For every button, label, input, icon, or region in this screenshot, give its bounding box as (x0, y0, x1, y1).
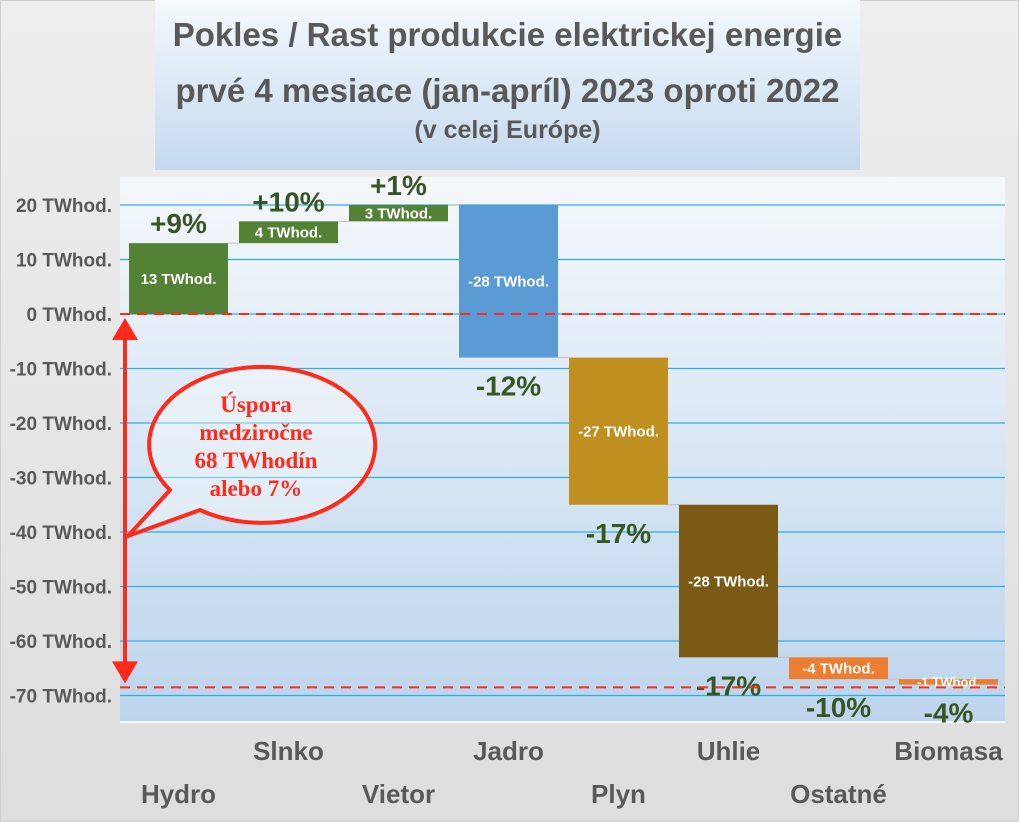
y-tick-label: 10 TWhod. (16, 251, 112, 272)
y-tick-label: -40 TWhod. (10, 523, 112, 544)
arrow-up-icon (112, 318, 138, 340)
percent-label: -17% (696, 670, 761, 701)
bar-vietor (349, 205, 448, 222)
bar-slnko (239, 221, 338, 244)
category-label: Jadro (473, 736, 544, 766)
bar-value-label: 3 TWhod. (365, 205, 433, 222)
percent-label: +10% (252, 186, 324, 217)
y-tick-label: -20 TWhod. (10, 414, 112, 435)
annotation-text: alebo 7% (210, 476, 303, 501)
category-label: Hydro (141, 779, 216, 809)
bar-uhlie (679, 504, 778, 658)
chart-subtitle: (v celej Európe) (414, 116, 601, 144)
bar-value-label: -27 TWhod. (578, 423, 659, 440)
y-tick-label: 0 TWhod. (27, 305, 112, 326)
category-label: Ostatné (790, 779, 887, 809)
chart-title-box: Pokles / Rast produkcie elektrickej ener… (155, 0, 860, 170)
percent-label: -12% (476, 371, 541, 402)
bar-value-label: 4 TWhod. (255, 225, 323, 242)
y-tick-label: 20 TWhod. (16, 196, 112, 217)
y-tick-label: -30 TWhod. (10, 469, 112, 490)
category-label: Biomasa (894, 736, 1003, 766)
bar-ostatné (789, 657, 888, 680)
bar-plyn (569, 357, 668, 505)
category-label: Uhlie (697, 736, 761, 766)
percent-label: -17% (586, 518, 651, 549)
bar-value-label: -28 TWhod. (688, 573, 769, 590)
arrow-down-icon (112, 661, 138, 684)
bar-value-label: -4 TWhod. (802, 661, 874, 678)
annotation-text: 68 TWhodín (195, 448, 318, 473)
y-tick-label: -60 TWhod. (10, 632, 112, 653)
annotation-text: medziročne (199, 420, 312, 445)
percent-label: +1% (370, 170, 427, 201)
percent-label: -10% (806, 692, 871, 723)
chart-title-line-2: prvé 4 mesiace (jan-apríl) 2023 oproti 2… (175, 72, 840, 109)
y-tick-label: -10 TWhod. (10, 360, 112, 381)
category-label: Vietor (362, 779, 435, 809)
percent-label: -4% (924, 698, 974, 729)
category-label: Slnko (253, 736, 324, 766)
bar-value-label: -1 TWhod. (917, 674, 980, 689)
percent-label: +9% (150, 208, 207, 239)
y-tick-label: -50 TWhod. (10, 578, 112, 599)
category-label: Plyn (591, 779, 646, 809)
y-tick-label: -70 TWhod. (10, 687, 112, 708)
bar-hydro (129, 243, 228, 314)
chart-title-line-1: Pokles / Rast produkcie elektrickej ener… (172, 16, 843, 53)
bar-jadro (459, 205, 558, 358)
bar-biomasa (899, 679, 998, 685)
bar-value-label: 13 TWhod. (141, 271, 217, 288)
plot-area (120, 177, 1005, 722)
bar-value-label: -28 TWhod. (468, 274, 549, 291)
annotation-text: Úspora (220, 392, 292, 417)
speech-bubble (126, 364, 378, 538)
